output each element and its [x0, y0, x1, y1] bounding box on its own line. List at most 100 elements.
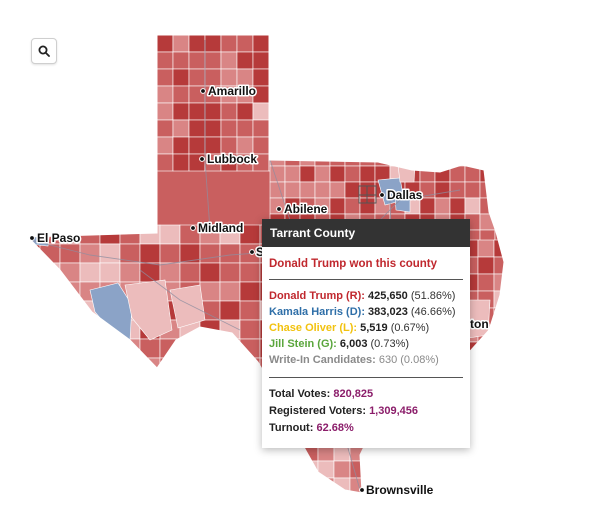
- county-shape[interactable]: [493, 443, 510, 462]
- county-shape[interactable]: [79, 338, 101, 359]
- zoom-button[interactable]: [31, 38, 57, 64]
- county-shape[interactable]: [119, 262, 141, 283]
- county-shape[interactable]: [156, 102, 174, 121]
- county-shape[interactable]: [477, 460, 495, 479]
- county-shape[interactable]: [477, 409, 495, 428]
- county-shape[interactable]: [219, 243, 241, 264]
- county-shape[interactable]: [434, 149, 451, 167]
- county-shape[interactable]: [333, 460, 351, 479]
- county-shape[interactable]: [301, 477, 319, 495]
- county-shape[interactable]: [59, 338, 81, 359]
- county-shape[interactable]: [172, 102, 190, 121]
- county-shape[interactable]: [464, 149, 481, 167]
- county-shape[interactable]: [344, 197, 361, 215]
- county-shape[interactable]: [20, 262, 41, 283]
- county-shape[interactable]: [270, 495, 286, 511]
- county-shape[interactable]: [39, 338, 61, 359]
- county-shape[interactable]: [239, 376, 261, 397]
- county-shape[interactable]: [268, 119, 286, 138]
- county-shape[interactable]: [413, 460, 431, 479]
- county-shape[interactable]: [20, 300, 41, 321]
- county-shape[interactable]: [252, 119, 270, 138]
- county-shape[interactable]: [464, 181, 481, 199]
- county-shape[interactable]: [350, 495, 366, 511]
- county-shape[interactable]: [220, 119, 238, 138]
- county-shape[interactable]: [477, 341, 495, 360]
- county-shape[interactable]: [381, 460, 399, 479]
- county-shape[interactable]: [172, 85, 190, 104]
- county-shape[interactable]: [239, 262, 261, 283]
- county-shape[interactable]: [268, 51, 286, 70]
- county-shape[interactable]: [172, 153, 190, 172]
- county-shape[interactable]: [219, 357, 241, 378]
- county-shape[interactable]: [156, 153, 174, 172]
- county-shape[interactable]: [252, 35, 270, 53]
- county-shape[interactable]: [477, 392, 495, 411]
- county-shape[interactable]: [494, 165, 510, 183]
- county-shape[interactable]: [172, 35, 190, 53]
- county-shape[interactable]: [329, 149, 346, 167]
- county-shape[interactable]: [119, 338, 141, 359]
- county-shape[interactable]: [493, 341, 510, 360]
- county-shape[interactable]: [139, 376, 161, 397]
- county-shape[interactable]: [284, 149, 301, 167]
- county-shape[interactable]: [394, 195, 411, 213]
- county-shape[interactable]: [59, 262, 81, 283]
- county-shape[interactable]: [99, 376, 121, 397]
- county-shape[interactable]: [79, 376, 101, 397]
- county-shape[interactable]: [366, 495, 382, 511]
- county-shape[interactable]: [462, 495, 478, 511]
- county-shape[interactable]: [119, 357, 141, 378]
- county-shape[interactable]: [220, 102, 238, 121]
- county-shape[interactable]: [269, 149, 286, 167]
- county-shape[interactable]: [493, 409, 510, 428]
- county-shape[interactable]: [301, 460, 319, 479]
- county-shape[interactable]: [99, 338, 121, 359]
- county-shape[interactable]: [477, 426, 495, 445]
- county-shape[interactable]: [172, 68, 190, 87]
- county-shape[interactable]: [99, 262, 121, 283]
- county-shape[interactable]: [159, 376, 181, 397]
- county-shape[interactable]: [477, 477, 495, 495]
- county-shape[interactable]: [159, 262, 181, 283]
- county-shape[interactable]: [79, 262, 101, 283]
- county-shape[interactable]: [236, 35, 254, 53]
- county-shape[interactable]: [179, 338, 201, 359]
- county-shape[interactable]: [398, 495, 414, 511]
- county-shape[interactable]: [159, 243, 181, 264]
- county-shape[interactable]: [268, 136, 286, 155]
- county-shape[interactable]: [414, 495, 430, 511]
- county-shape[interactable]: [219, 262, 241, 283]
- county-shape[interactable]: [219, 281, 241, 302]
- county-shape[interactable]: [477, 443, 495, 462]
- county-shape[interactable]: [493, 392, 510, 411]
- county-shape[interactable]: [156, 51, 174, 70]
- county-shape[interactable]: [461, 460, 479, 479]
- county-shape[interactable]: [219, 300, 241, 321]
- county-shape[interactable]: [236, 119, 254, 138]
- county-shape[interactable]: [284, 181, 301, 199]
- county-shape[interactable]: [156, 119, 174, 138]
- county-shape[interactable]: [239, 281, 261, 302]
- county-shape[interactable]: [333, 477, 351, 495]
- county-shape[interactable]: [199, 319, 221, 340]
- county-shape[interactable]: [204, 119, 222, 138]
- county-shape[interactable]: [269, 477, 287, 495]
- county-shape[interactable]: [493, 460, 510, 479]
- county-shape[interactable]: [344, 165, 361, 183]
- county-shape[interactable]: [39, 376, 61, 397]
- county-shape[interactable]: [494, 495, 510, 511]
- county-shape[interactable]: [156, 68, 174, 87]
- county-shape[interactable]: [494, 213, 510, 231]
- county-shape[interactable]: [477, 273, 495, 292]
- county-shape[interactable]: [269, 460, 287, 479]
- county-shape[interactable]: [239, 319, 261, 340]
- county-shape[interactable]: [434, 197, 451, 215]
- county-shape[interactable]: [445, 460, 463, 479]
- county-shape[interactable]: [119, 376, 141, 397]
- county-shape[interactable]: [404, 149, 421, 167]
- county-shape[interactable]: [159, 357, 181, 378]
- county-shape[interactable]: [252, 51, 270, 70]
- county-shape[interactable]: [285, 460, 303, 479]
- county-shape[interactable]: [449, 197, 466, 215]
